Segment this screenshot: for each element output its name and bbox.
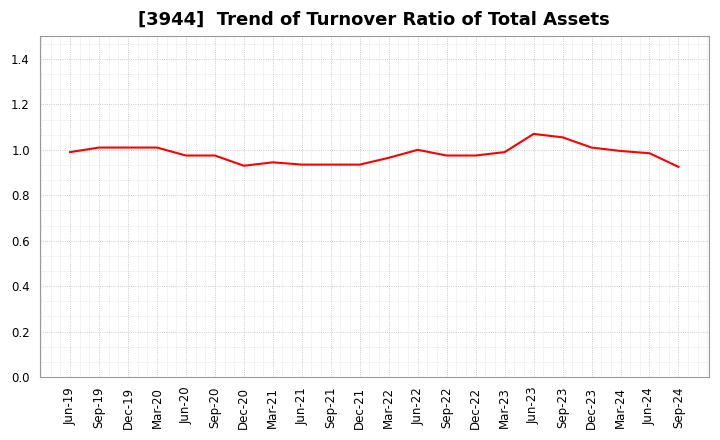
Title: [3944]  Trend of Turnover Ratio of Total Assets: [3944] Trend of Turnover Ratio of Total …: [138, 11, 610, 29]
